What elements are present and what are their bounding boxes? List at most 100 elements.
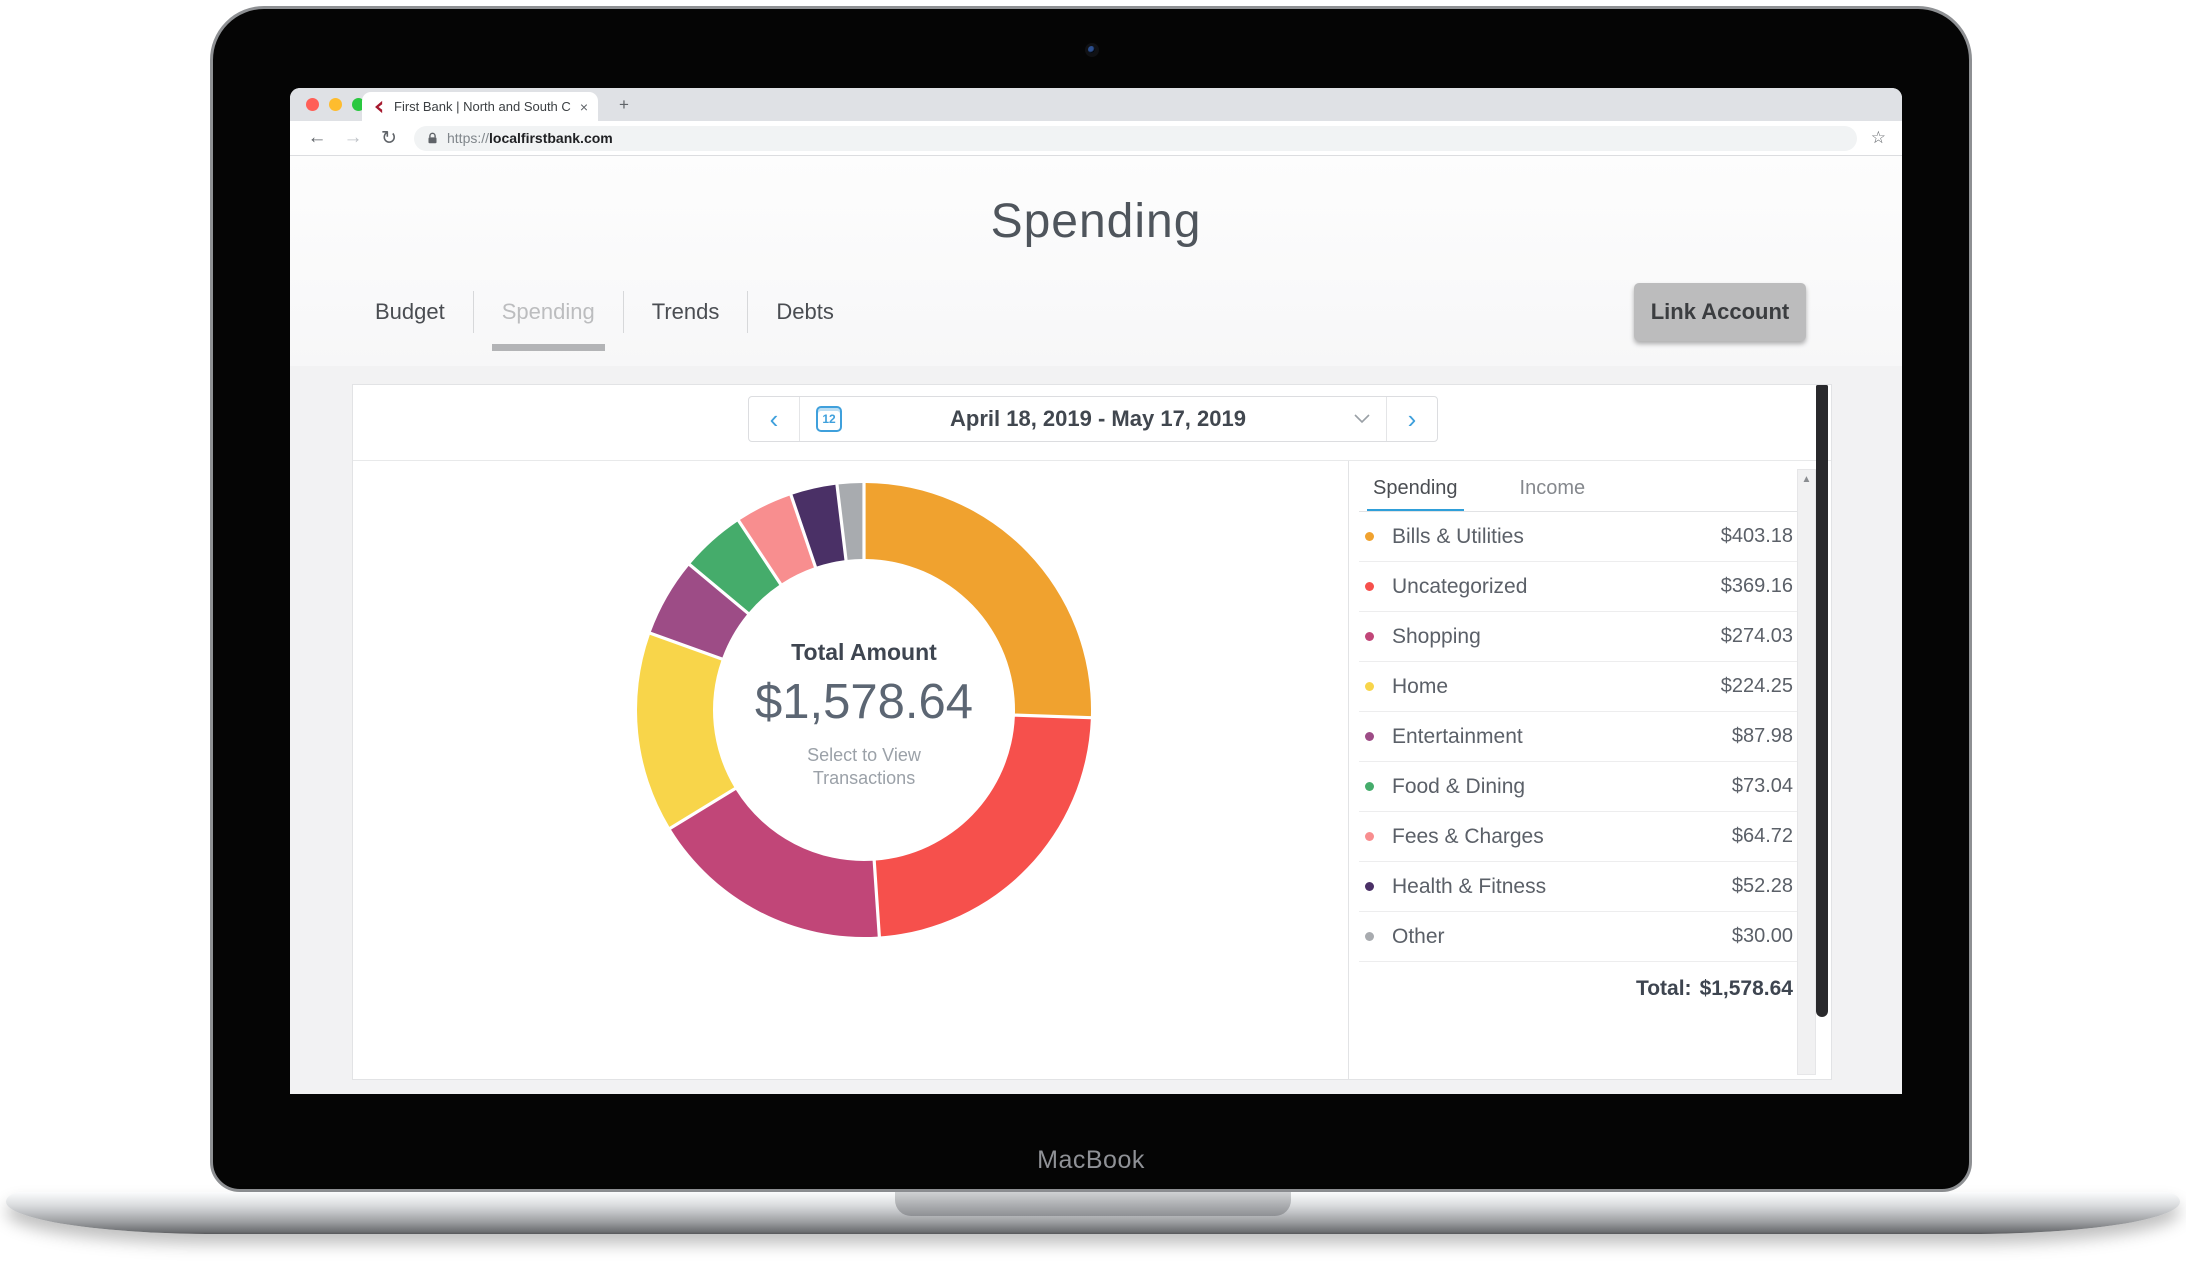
category-row[interactable]: Home $224.25 xyxy=(1359,662,1797,712)
total-amount-title: Total Amount xyxy=(791,639,937,665)
category-color-dot xyxy=(1365,932,1374,941)
tab-debts[interactable]: Debts xyxy=(776,299,834,324)
chevron-down-icon xyxy=(1354,414,1370,424)
donut-center-label[interactable]: Total Amount $1,578.64 Select to View Tr… xyxy=(714,639,1014,791)
category-row[interactable]: Fees & Charges $64.72 xyxy=(1359,812,1797,862)
donut-segment-food-dining[interactable] xyxy=(690,521,780,613)
forward-icon[interactable]: → xyxy=(343,127,363,148)
category-row[interactable]: Food & Dining $73.04 xyxy=(1359,762,1797,812)
laptop-base xyxy=(6,1192,2180,1234)
category-row[interactable]: Bills & Utilities $403.18 xyxy=(1359,512,1797,562)
donut-segment-fees-charges[interactable] xyxy=(739,495,814,584)
minimize-window-button[interactable] xyxy=(329,98,342,111)
prev-period-button[interactable]: ‹ xyxy=(769,403,779,434)
laptop-base-notch xyxy=(895,1192,1291,1216)
new-tab-button[interactable]: + xyxy=(619,95,629,114)
panel-tab-income[interactable]: Income xyxy=(1519,477,1586,499)
maximize-window-button[interactable] xyxy=(352,98,365,111)
tab-trends[interactable]: Trends xyxy=(651,299,720,324)
laptop-screen: First Bank | North and South C × + ← → ↻… xyxy=(210,6,1972,1192)
category-color-dot xyxy=(1365,682,1374,691)
category-amount: $274.03 xyxy=(1720,625,1793,647)
total-amount: $1,578.64 xyxy=(1699,977,1793,1000)
card-scrollbar-thumb[interactable] xyxy=(1816,385,1828,1017)
category-amount: $87.98 xyxy=(1731,725,1793,747)
donut-segment-other[interactable] xyxy=(838,483,863,560)
section-tabs: Budget Spending Trends Debts xyxy=(375,289,862,351)
category-row[interactable]: Health & Fitness $52.28 xyxy=(1359,862,1797,912)
browser-tab[interactable]: First Bank | North and South C × xyxy=(362,92,598,121)
close-window-button[interactable] xyxy=(306,98,319,111)
category-amount: $52.28 xyxy=(1731,875,1793,897)
category-label: Health & Fitness xyxy=(1392,874,1547,898)
category-color-dot xyxy=(1365,632,1374,641)
category-list: Bills & Utilities $403.18 Uncategorized $36… xyxy=(1359,512,1797,1016)
category-panel: Spending Income Bills & Utilities $403.18… xyxy=(1349,461,1833,1080)
category-label: Food & Dining xyxy=(1392,774,1526,798)
category-label: Bills & Utilities xyxy=(1392,524,1524,548)
link-account-button[interactable]: Link Account xyxy=(1634,283,1806,341)
spending-card: ‹ 12 April 18, 2019 - May 17, 2019 › xyxy=(352,384,1832,1080)
donut-segment-bills-utilities[interactable] xyxy=(865,483,1092,717)
browser-tab-strip: First Bank | North and South C × + xyxy=(290,88,1902,121)
page-header-band xyxy=(290,156,1902,366)
page-title: Spending xyxy=(990,195,1202,248)
donut-segment-home[interactable] xyxy=(637,634,735,827)
bookmark-star-icon[interactable]: ☆ xyxy=(1870,128,1886,147)
total-amount-value: $1,578.64 xyxy=(755,675,973,729)
date-range-dropdown[interactable]: 12 April 18, 2019 - May 17, 2019 xyxy=(799,397,1387,441)
macbook-brand-label: MacBook xyxy=(1037,1146,1145,1174)
donut-segment-entertainment[interactable] xyxy=(650,565,748,658)
address-bar[interactable]: https://localfirstbank.com xyxy=(414,125,1857,151)
next-period-button[interactable]: › xyxy=(1407,403,1417,434)
panel-scrollbar[interactable]: ▲ xyxy=(1797,469,1816,1075)
total-label: Total: xyxy=(1635,977,1692,1000)
donut-segment-health-fitness[interactable] xyxy=(792,484,845,567)
category-amount: $369.16 xyxy=(1720,575,1793,597)
firstbank-favicon-icon xyxy=(375,100,383,113)
category-amount: $403.18 xyxy=(1720,525,1793,547)
spending-page: Spending Budget Spending Trends Debts Li… xyxy=(290,156,1902,1094)
calendar-icon: 12 xyxy=(816,406,842,432)
category-label: Entertainment xyxy=(1392,724,1523,748)
tab-budget[interactable]: Budget xyxy=(375,299,445,324)
category-color-dot xyxy=(1365,832,1374,841)
category-amount: $30.00 xyxy=(1731,925,1793,947)
select-hint: Select to View Transactions xyxy=(807,745,921,789)
browser-window: First Bank | North and South C × + ← → ↻… xyxy=(290,88,1902,1094)
browser-toolbar: ← → ↻ https://localfirstbank.com ☆ xyxy=(290,121,1902,156)
tab-separator xyxy=(747,291,749,333)
total-row: Total: $1,578.64 xyxy=(1359,962,1797,1016)
donut-chart-area: Total Amount $1,578.64 Select to View Tr… xyxy=(353,461,1348,1080)
date-range-label: April 18, 2019 - May 17, 2019 xyxy=(950,406,1246,431)
category-label: Home xyxy=(1392,674,1449,698)
category-label: Other xyxy=(1392,924,1445,948)
category-row[interactable]: Uncategorized $369.16 xyxy=(1359,562,1797,612)
panel-tab-spending[interactable]: Spending xyxy=(1367,477,1464,512)
category-amount: $73.04 xyxy=(1731,775,1793,797)
url-text: https://localfirstbank.com xyxy=(447,130,613,146)
divider xyxy=(1359,511,1797,512)
category-row[interactable]: Entertainment $87.98 xyxy=(1359,712,1797,762)
scroll-up-icon[interactable]: ▲ xyxy=(1801,474,1812,485)
tab-title: First Bank | North and South C xyxy=(394,99,571,114)
panel-tabs: Spending Income xyxy=(1367,477,1586,512)
tab-separator xyxy=(622,291,624,333)
reload-icon[interactable]: ↻ xyxy=(381,127,397,149)
category-amount: $64.72 xyxy=(1731,825,1793,847)
tab-spending[interactable]: Spending xyxy=(474,299,623,351)
category-color-dot xyxy=(1365,582,1374,591)
category-color-dot xyxy=(1365,882,1374,891)
url-domain: localfirstbank.com xyxy=(489,130,613,146)
lock-icon xyxy=(428,132,437,143)
category-label: Fees & Charges xyxy=(1392,824,1544,848)
date-range-picker: ‹ 12 April 18, 2019 - May 17, 2019 › xyxy=(748,396,1438,442)
back-icon[interactable]: ← xyxy=(307,127,327,148)
spending-donut-chart xyxy=(637,483,1092,937)
category-row[interactable]: Shopping $274.03 xyxy=(1359,612,1797,662)
category-row[interactable]: Other $30.00 xyxy=(1359,912,1797,962)
donut-segment-shopping[interactable] xyxy=(671,789,878,937)
webcam-icon xyxy=(1085,43,1099,57)
donut-segment-uncategorized[interactable] xyxy=(875,716,1091,937)
tab-close-icon[interactable]: × xyxy=(579,98,588,115)
